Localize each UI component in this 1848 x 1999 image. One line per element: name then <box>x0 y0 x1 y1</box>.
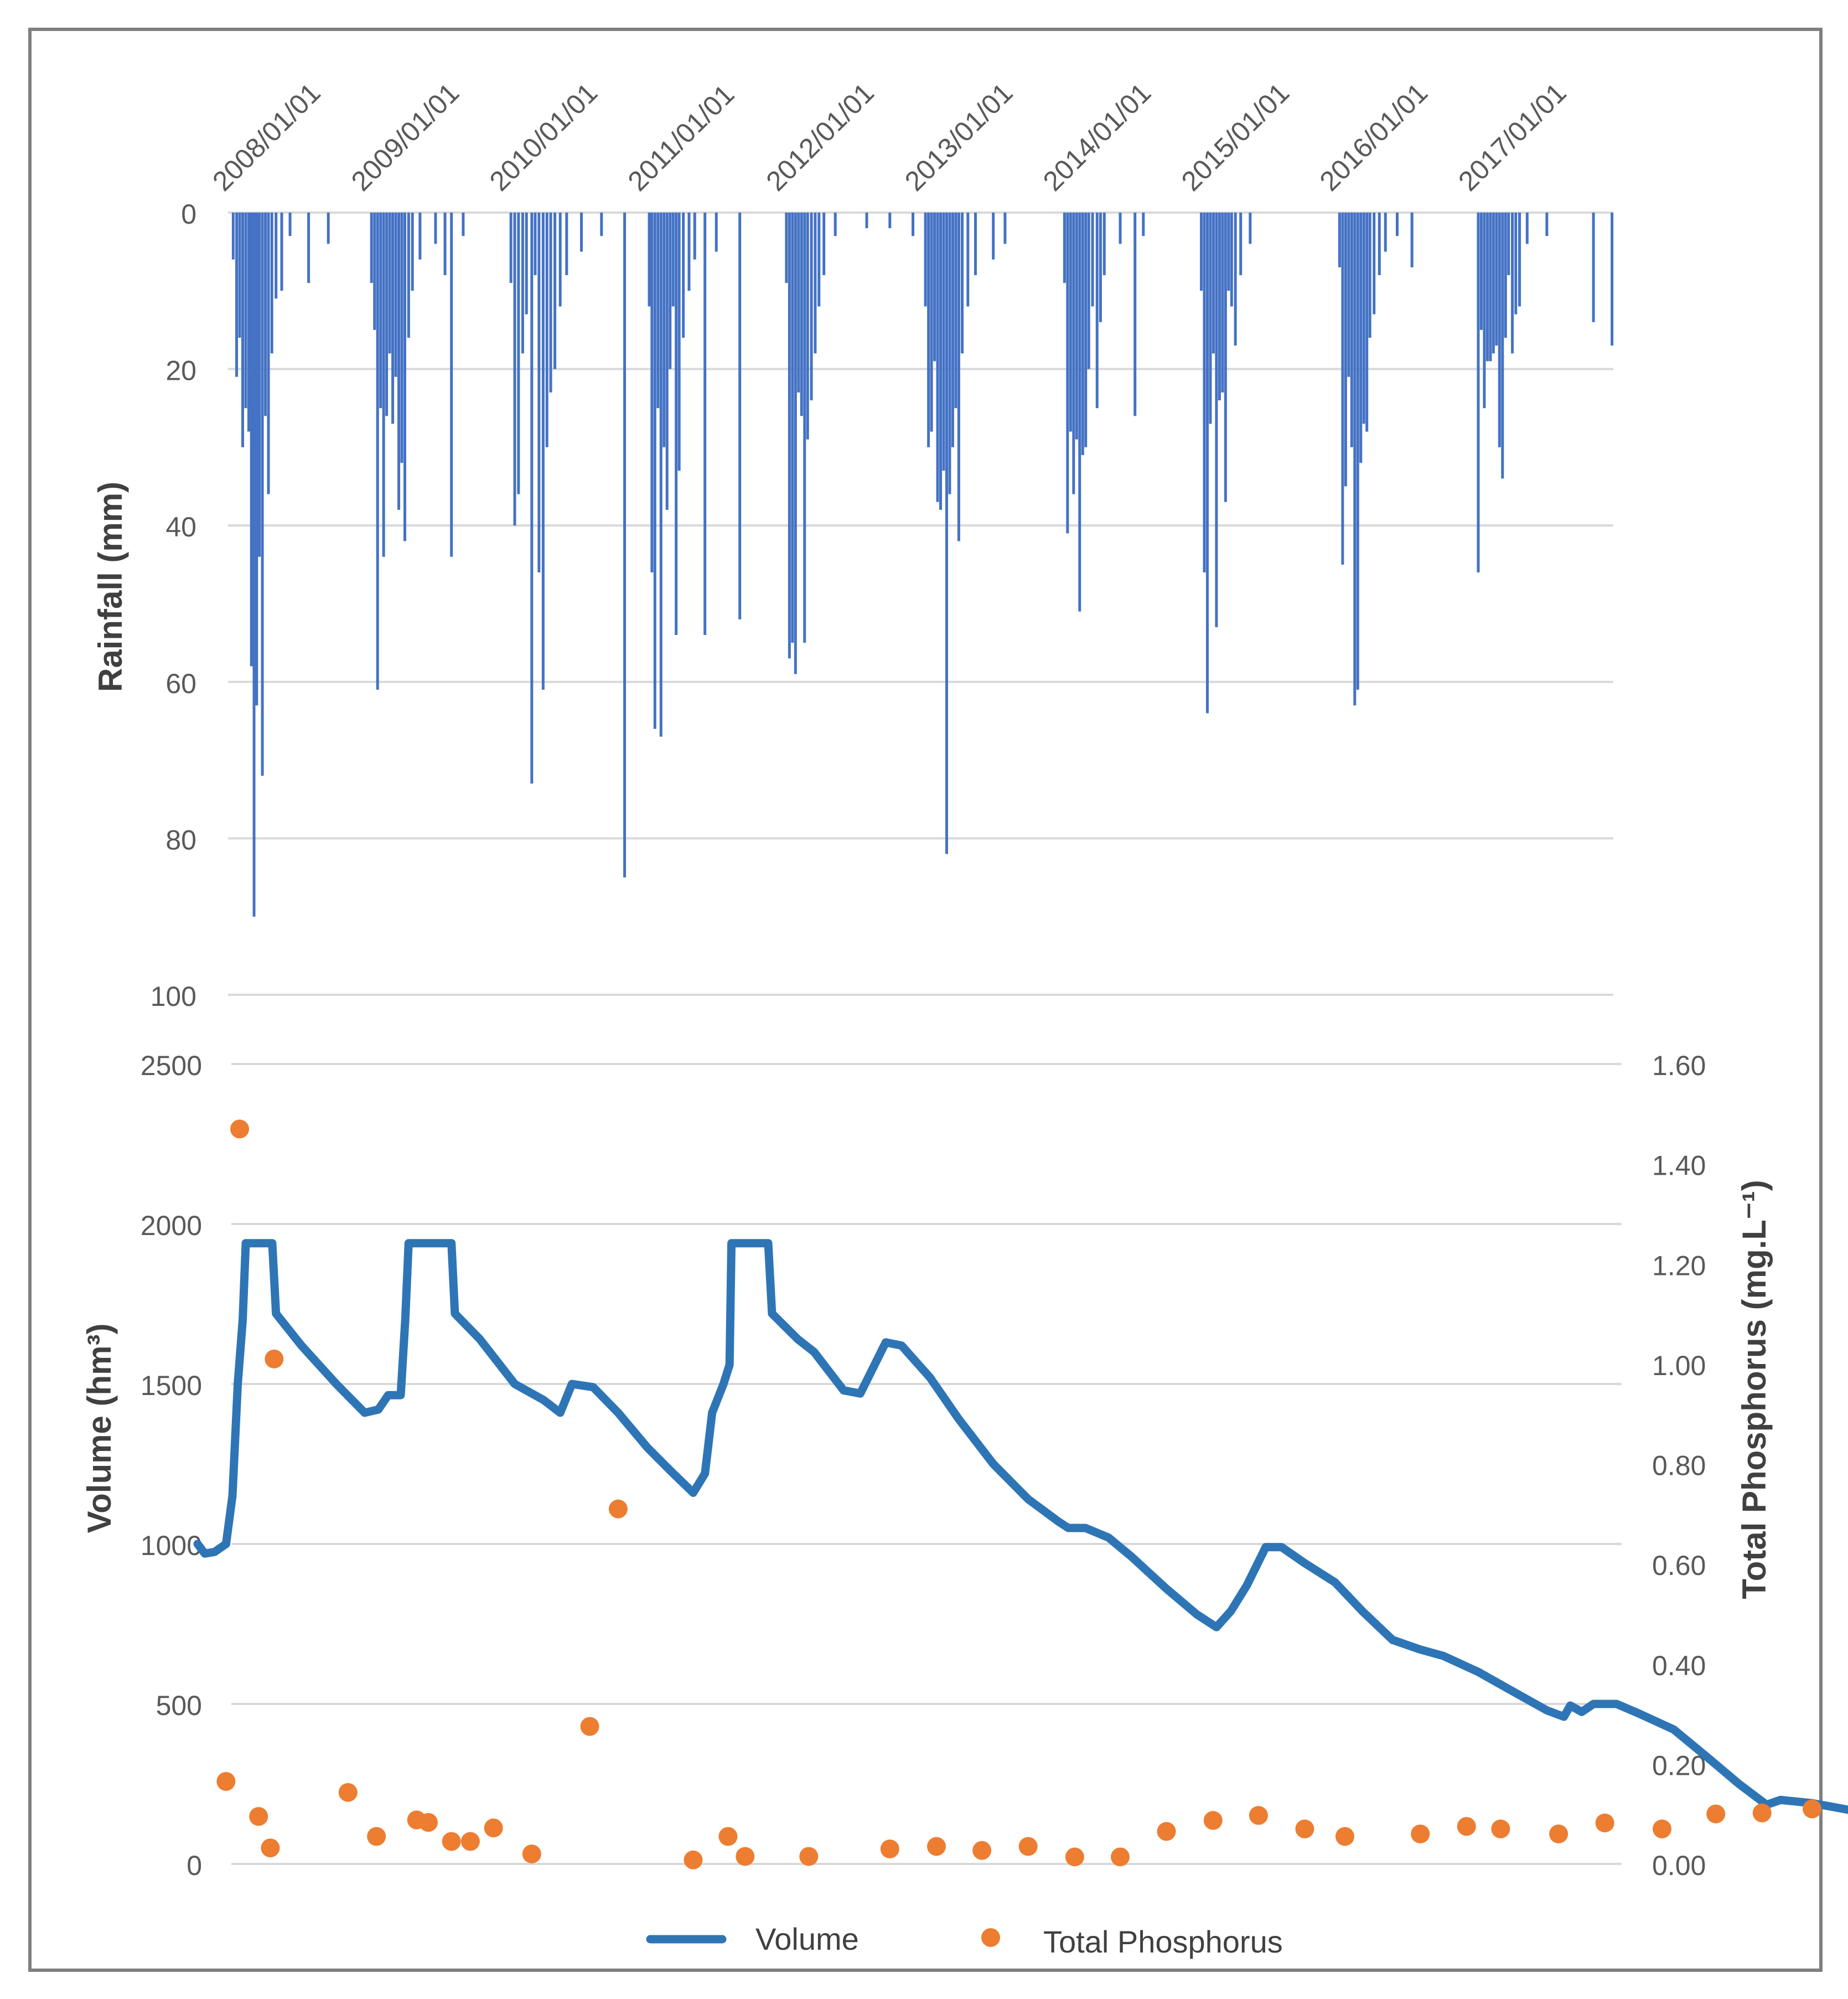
phosphorus-point <box>1065 1847 1084 1867</box>
phosphorus-point <box>1335 1827 1354 1846</box>
rainfall-tick-label: 0 <box>181 199 196 230</box>
phosphorus-points <box>216 1119 1822 1869</box>
phosphorus-point <box>926 1837 946 1856</box>
legend-volume-label: Volume <box>755 1921 859 1956</box>
phosphorus-point <box>880 1839 899 1858</box>
phosphorus-point <box>1157 1822 1176 1841</box>
phosphorus-point <box>1111 1847 1130 1867</box>
phosphorus-point <box>522 1844 541 1863</box>
phosphorus-point <box>1652 1819 1671 1838</box>
rainfall-y-tick-labels: 0 20 40 60 80 100 <box>151 199 196 1012</box>
volume-tick-label: 2000 <box>141 1210 202 1241</box>
phosphorus-tick-label: 0.20 <box>1652 1750 1706 1781</box>
volume-tick-label: 1500 <box>141 1370 202 1401</box>
rainfall-bars <box>231 213 1614 917</box>
phosphorus-point <box>418 1813 438 1832</box>
phosphorus-tick-label: 1.60 <box>1652 1050 1706 1081</box>
phosphorus-point <box>261 1838 280 1858</box>
rainfall-axis-title: Rainfall (mm) <box>92 482 129 692</box>
phosphorus-point <box>216 1771 236 1791</box>
phosphorus-point <box>718 1827 738 1846</box>
phosphorus-point <box>1203 1811 1223 1830</box>
volume-y-tick-labels: 0 500 1000 1500 2000 2500 <box>141 1050 202 1881</box>
phosphorus-point <box>972 1841 992 1860</box>
phosphorus-point <box>367 1827 386 1846</box>
phosphorus-point <box>460 1832 480 1851</box>
phosphorus-point <box>608 1499 628 1518</box>
phosphorus-point <box>1803 1799 1822 1819</box>
chart-frame <box>28 28 1823 1972</box>
phosphorus-point <box>338 1783 358 1802</box>
rainfall-gridlines <box>228 211 1613 996</box>
phosphorus-tick-label: 0.60 <box>1652 1550 1706 1581</box>
volume-tick-label: 0 <box>187 1850 202 1881</box>
phosphorus-point <box>1457 1817 1476 1836</box>
rainfall-tick-label: 40 <box>165 512 196 543</box>
volume-tick-label: 500 <box>156 1690 202 1721</box>
rainfall-tick-label: 60 <box>165 668 196 699</box>
phosphorus-point <box>684 1850 703 1869</box>
phosphorus-point <box>799 1847 819 1866</box>
phosphorus-tick-label: 1.20 <box>1652 1250 1706 1281</box>
phosphorus-point <box>1249 1806 1268 1825</box>
phosphorus-point <box>265 1349 284 1368</box>
phosphorus-point <box>1491 1819 1510 1838</box>
rainfall-tick-label: 100 <box>151 981 196 1012</box>
rainfall-tick-label: 20 <box>165 355 196 386</box>
volume-gridlines <box>231 1063 1622 1865</box>
phosphorus-axis-title: Total Phosphorus (mg.L⁻¹) <box>1736 1180 1773 1599</box>
legend-phosphorus-swatch <box>981 1928 1000 1947</box>
phosphorus-point <box>249 1807 268 1826</box>
legend: Volume Total Phosphorus <box>646 1921 1283 1959</box>
phosphorus-y-tick-labels: 0.00 0.20 0.40 0.60 0.80 1.00 1.20 1.40 1.60 <box>1652 1050 1706 1881</box>
phosphorus-point <box>484 1818 503 1837</box>
phosphorus-point <box>1295 1819 1314 1838</box>
phosphorus-point <box>1595 1813 1614 1832</box>
volume-axis-title: Volume (hm³) <box>81 1324 118 1533</box>
phosphorus-point <box>580 1717 599 1736</box>
volume-line <box>193 1239 1848 1814</box>
phosphorus-point <box>1411 1824 1430 1843</box>
phosphorus-tick-label: 1.00 <box>1652 1350 1706 1381</box>
phosphorus-point <box>1752 1803 1772 1822</box>
phosphorus-point <box>1706 1804 1726 1824</box>
phosphorus-point <box>442 1832 461 1851</box>
legend-phosphorus-label: Total Phosphorus <box>1043 1924 1283 1959</box>
volume-tick-label: 1000 <box>141 1530 202 1561</box>
phosphorus-point <box>736 1847 755 1866</box>
volume-tick-label: 2500 <box>141 1050 202 1081</box>
phosphorus-tick-label: 0.40 <box>1652 1650 1706 1681</box>
phosphorus-tick-label: 0.80 <box>1652 1450 1706 1481</box>
phosphorus-tick-label: 0.00 <box>1652 1850 1706 1881</box>
rainfall-tick-label: 80 <box>165 824 196 855</box>
phosphorus-point <box>1018 1837 1038 1856</box>
phosphorus-point <box>230 1119 250 1139</box>
phosphorus-point <box>1549 1824 1569 1843</box>
phosphorus-tick-label: 1.40 <box>1652 1150 1706 1181</box>
